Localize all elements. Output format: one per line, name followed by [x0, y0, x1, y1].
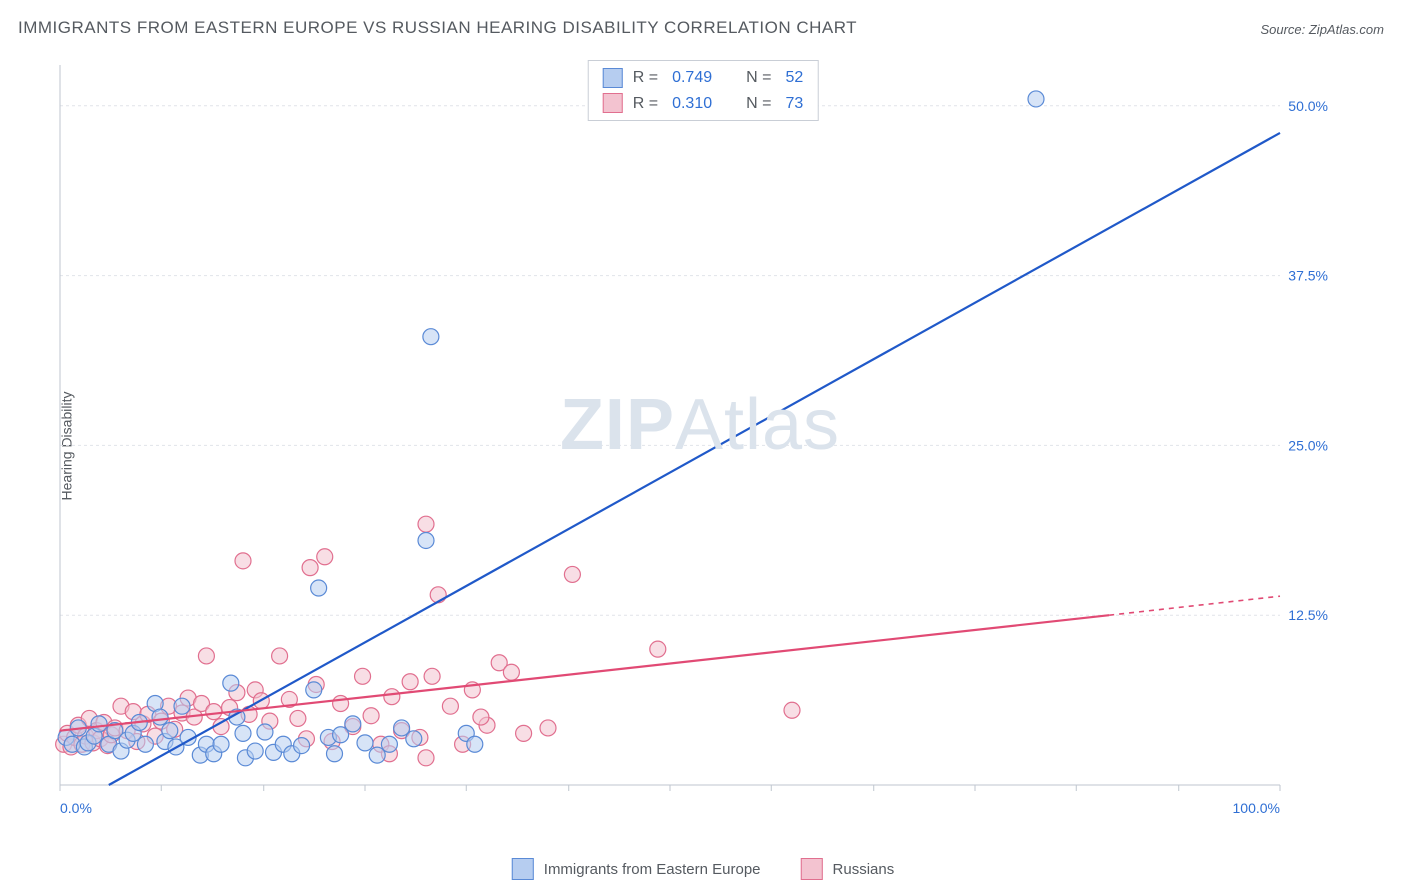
legend-item-pink: Russians [801, 858, 895, 880]
n-label: N = [746, 65, 771, 91]
legend-row-pink: R = 0.310 N = 73 [603, 91, 804, 117]
legend-swatch-pink [603, 93, 623, 113]
svg-text:0.0%: 0.0% [60, 800, 92, 816]
n-value-pink: 73 [785, 91, 803, 117]
svg-text:37.5%: 37.5% [1288, 268, 1328, 284]
chart-plot-area: ZIPAtlas 12.5%25.0%37.5%50.0%0.0%100.0% [50, 55, 1350, 825]
legend-item-blue: Immigrants from Eastern Europe [512, 858, 761, 880]
legend-row-blue: R = 0.749 N = 52 [603, 65, 804, 91]
r-label: R = [633, 91, 658, 117]
legend-swatch-blue [512, 858, 534, 880]
source-attribution: Source: ZipAtlas.com [1260, 22, 1384, 37]
svg-text:12.5%: 12.5% [1288, 607, 1328, 623]
source-prefix: Source: [1260, 22, 1308, 37]
legend-swatch-pink [801, 858, 823, 880]
r-label: R = [633, 65, 658, 91]
legend-label-blue: Immigrants from Eastern Europe [544, 861, 761, 878]
series-legend: Immigrants from Eastern Europe Russians [512, 858, 894, 880]
source-name: ZipAtlas.com [1309, 22, 1384, 37]
n-label: N = [746, 91, 771, 117]
svg-text:50.0%: 50.0% [1288, 98, 1328, 114]
correlation-legend: R = 0.749 N = 52 R = 0.310 N = 73 [588, 60, 819, 121]
r-value-pink: 0.310 [672, 91, 712, 117]
chart-svg: 12.5% 25.0% 37.5% 50.0% 0.0% 100.0% [50, 55, 1350, 825]
r-value-blue: 0.749 [672, 65, 712, 91]
n-value-blue: 52 [785, 65, 803, 91]
legend-swatch-blue [603, 68, 623, 88]
legend-label-pink: Russians [833, 861, 895, 878]
svg-text:25.0%: 25.0% [1288, 437, 1328, 453]
svg-text:100.0%: 100.0% [1233, 800, 1280, 816]
chart-title: IMMIGRANTS FROM EASTERN EUROPE VS RUSSIA… [18, 18, 857, 38]
